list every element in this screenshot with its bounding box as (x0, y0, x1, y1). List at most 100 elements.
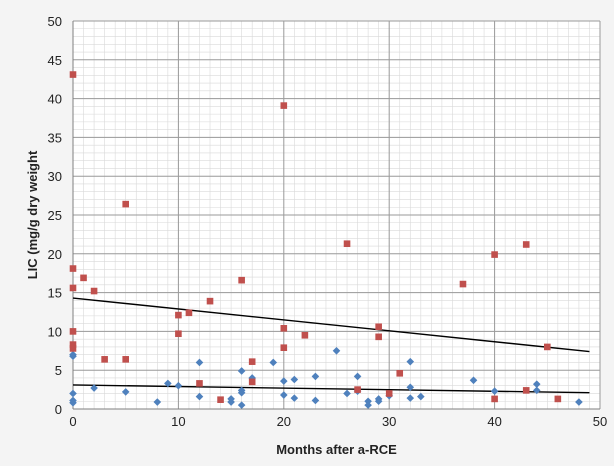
y-axis-tick-labels: 0 5 10 15 20 25 30 35 40 45 50 (48, 14, 62, 417)
data-point-square (122, 200, 129, 208)
data-point-square (301, 331, 309, 339)
y-tick-label: 30 (48, 169, 62, 184)
data-point-square (175, 311, 182, 319)
data-point-square (491, 395, 498, 403)
y-tick-label: 45 (48, 53, 62, 68)
data-point-diamond (364, 401, 372, 409)
y-tick-label: 10 (48, 324, 62, 339)
data-point-diamond (69, 352, 77, 361)
data-point-diamond (269, 358, 278, 367)
data-point-square (175, 330, 182, 338)
x-tick-label: 50 (593, 414, 607, 429)
data-point-diamond (532, 386, 541, 395)
data-point-diamond (353, 372, 362, 381)
data-point-diamond (406, 394, 415, 402)
data-point-square (248, 358, 256, 365)
data-point-square (354, 386, 361, 393)
data-point-square (522, 241, 530, 248)
data-point-diamond (364, 397, 372, 406)
data-point-diamond (280, 377, 288, 385)
data-point-square (206, 297, 214, 305)
data-point-diamond (311, 372, 320, 381)
data-point-diamond (237, 401, 246, 409)
data-point-square (248, 378, 256, 386)
x-axis-title: Months after a-RCE (276, 442, 397, 457)
data-point-square (69, 71, 77, 78)
data-point-diamond (227, 398, 235, 406)
x-axis-tick-labels: 0 10 20 30 40 50 (69, 414, 607, 429)
data-point-diamond (311, 396, 320, 405)
data-point-square (554, 395, 562, 403)
x-tick-label: 40 (487, 414, 501, 429)
data-point-square (69, 341, 77, 348)
data-point-square (459, 280, 467, 288)
trendline (72, 297, 590, 353)
data-point-diamond (417, 392, 425, 401)
data-point-diamond (469, 376, 478, 385)
data-point-square (544, 343, 551, 351)
data-point-square (375, 333, 382, 341)
data-point-square (280, 324, 288, 332)
data-point-square (217, 396, 224, 403)
data-point-diamond (406, 357, 415, 366)
x-tick-label: 20 (277, 414, 291, 429)
data-point-diamond (174, 381, 183, 390)
data-point-square (385, 390, 393, 397)
data-point-diamond (343, 389, 351, 398)
data-point-diamond (164, 379, 172, 388)
data-point-diamond (153, 398, 162, 406)
data-point-diamond (280, 391, 288, 399)
data-point-diamond (237, 367, 246, 375)
data-point-diamond (290, 375, 299, 384)
data-point-diamond (490, 387, 499, 395)
data-point-diamond (195, 392, 204, 401)
data-points (69, 71, 583, 409)
data-point-diamond (69, 398, 77, 407)
trendlines (72, 297, 590, 394)
data-point-square (80, 274, 87, 282)
data-point-diamond (374, 397, 383, 406)
data-point-diamond (237, 388, 246, 397)
data-point-square (396, 370, 404, 377)
data-point-square (69, 345, 77, 352)
data-point-square (122, 356, 129, 363)
x-tick-label: 0 (69, 414, 76, 429)
data-point-diamond (575, 398, 583, 406)
data-point-square (196, 380, 203, 387)
data-point-diamond (406, 383, 415, 392)
data-point-diamond (332, 347, 341, 355)
data-point-square (101, 356, 108, 363)
trendline (72, 384, 590, 394)
data-point-diamond (248, 374, 256, 382)
data-point-square (69, 265, 77, 272)
y-tick-label: 40 (48, 92, 62, 107)
data-point-square (90, 287, 98, 295)
data-point-square (343, 240, 351, 248)
y-tick-label: 5 (55, 363, 62, 378)
data-point-square (69, 328, 77, 335)
y-tick-label: 20 (48, 247, 62, 262)
x-tick-label: 30 (382, 414, 396, 429)
data-point-diamond (195, 358, 204, 367)
major-gridlines (72, 20, 601, 410)
x-tick-label: 10 (171, 414, 185, 429)
y-tick-label: 50 (48, 14, 62, 29)
y-axis-title: LIC (mg/g dry weight (25, 150, 40, 279)
data-point-diamond (532, 380, 541, 388)
y-tick-label: 15 (48, 286, 62, 301)
data-point-square (491, 251, 498, 258)
y-tick-label: 25 (48, 208, 62, 223)
data-point-square (280, 344, 288, 351)
y-tick-label: 35 (48, 130, 62, 145)
data-point-square (522, 387, 530, 394)
data-point-diamond (121, 388, 130, 396)
data-point-square (185, 309, 193, 317)
y-tick-label: 0 (55, 402, 62, 417)
data-point-diamond (69, 389, 77, 398)
data-point-square (238, 276, 245, 284)
data-point-diamond (290, 394, 299, 402)
data-point-square (375, 323, 382, 331)
data-point-diamond (90, 384, 98, 392)
